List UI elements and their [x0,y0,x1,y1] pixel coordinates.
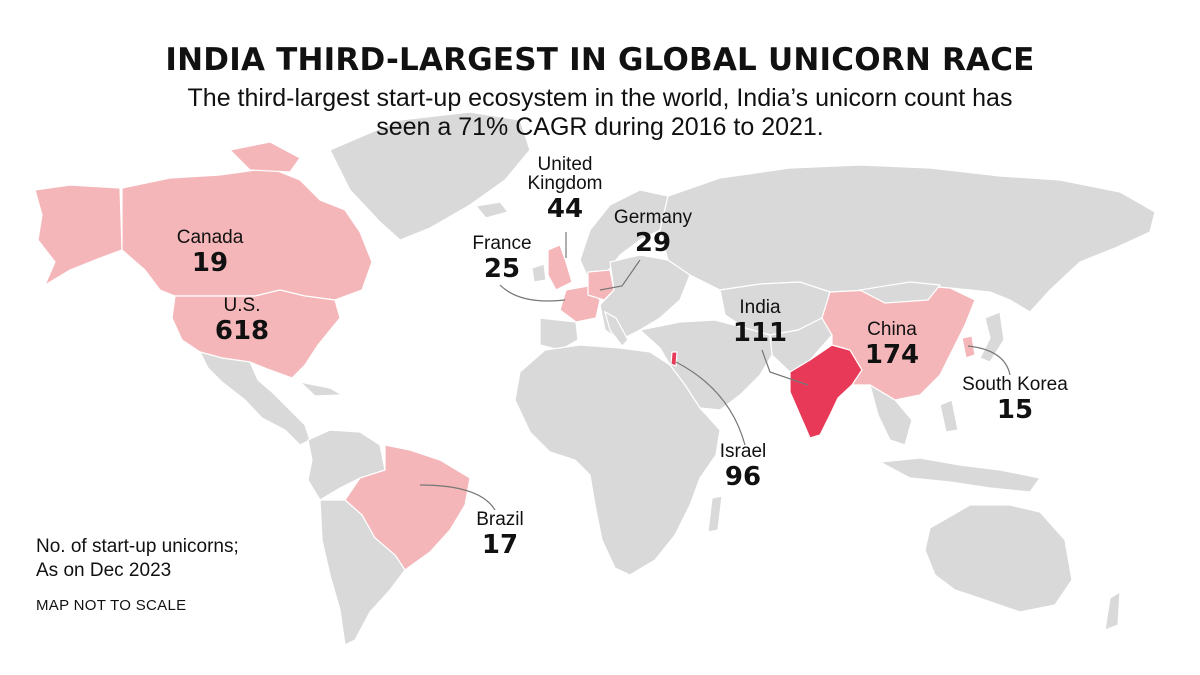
subtitle-line-1: The third-largest start-up ecosystem in … [187,84,1013,112]
brazil-leader-line [419,484,496,511]
data-note: No. of start-up unicorns; As on Dec 2023 [36,535,239,583]
philippines-shape [939,399,959,433]
japan-shape [979,311,1005,363]
canada-shape [121,167,373,301]
uk-name-line-1: United [537,154,593,175]
iberia-shape [539,317,579,351]
africa-shape [514,344,721,576]
caribbean-shape [298,380,345,397]
south-korea-leader-line [967,345,1011,376]
uk-name-line-2: Kingdom [527,173,603,194]
india-leader-line [761,349,809,386]
germany-name: Germany [613,207,693,228]
scale-note: MAP NOT TO SCALE [36,597,187,614]
indonesia-shape [877,457,1042,493]
madagascar-shape [707,495,723,533]
label-south-korea: South Korea 15 [950,375,1080,423]
south-korea-count: 15 [996,395,1034,425]
israel-shape [670,351,678,367]
france-name: France [472,233,532,254]
france-count: 25 [483,254,521,284]
israel-leader-line [675,361,746,446]
label-france: France 25 [462,234,542,282]
label-brazil: Brazil 17 [465,510,535,558]
greenland-shape [329,111,531,241]
page-subtitle: The third-largest start-up ecosystem in … [80,84,1120,142]
canada-count: 19 [191,248,229,278]
uk-count: 44 [546,194,584,224]
india-count: 111 [732,318,788,348]
germany-count: 29 [634,228,672,258]
south-korea-name: South Korea [962,374,1068,395]
germany-leader-line [599,259,641,291]
israel-name: Israel [719,441,767,462]
new-zealand-shape [1104,590,1121,631]
iceland-shape [474,201,510,219]
south-central-asia-shape [769,317,833,373]
label-us: U.S. 618 [202,296,282,344]
label-china: China 174 [852,320,932,368]
china-count: 174 [864,340,920,370]
arctic-islands-shape [228,141,301,173]
italy-shape [604,310,629,347]
europe-shape [599,254,691,341]
usa-shape [171,289,341,379]
label-india: India 111 [725,298,795,346]
southeast-asia-shape [869,383,913,446]
india-name: India [739,297,781,318]
france-leader-line [499,284,566,302]
note-line-1: No. of start-up unicorns; [36,536,239,557]
australia-shape [924,504,1073,613]
mongolia-shape [858,281,942,304]
us-name: U.S. [223,295,261,316]
subtitle-line-2: seen a 71% CAGR during 2016 to 2021. [376,113,824,141]
ireland-shape [531,263,547,283]
israel-count: 96 [724,462,762,492]
label-uk: United Kingdom 44 [515,155,615,222]
us-count: 618 [214,316,270,346]
canada-name: Canada [176,227,244,248]
page-title: INDIA THIRD-LARGEST IN GLOBAL UNICORN RA… [165,42,1035,78]
label-germany: Germany 29 [608,208,698,256]
china-name: China [867,319,917,340]
southern-south-america-shape [319,499,406,646]
alaska-shape [34,184,123,287]
brazil-count: 17 [481,530,519,560]
label-israel: Israel 96 [708,442,778,490]
brazil-name: Brazil [476,509,524,530]
note-line-2: As on Dec 2023 [36,560,172,581]
label-canada: Canada 19 [175,228,245,276]
uk-shape [547,244,573,291]
south-korea-shape [961,335,976,359]
